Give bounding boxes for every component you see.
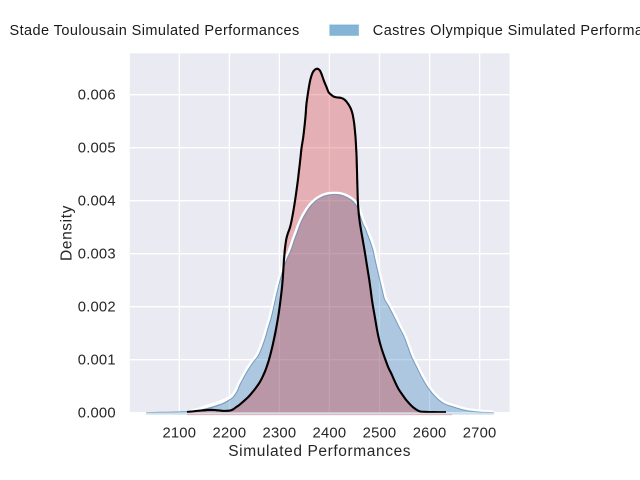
svg-text:0.002: 0.002 — [78, 300, 116, 316]
svg-text:Density: Density — [59, 205, 76, 261]
svg-text:Castres Olympique Simulated Pe: Castres Olympique Simulated Performances — [373, 23, 640, 39]
svg-text:2500: 2500 — [363, 426, 397, 442]
svg-text:0.000: 0.000 — [78, 406, 116, 422]
svg-text:Stade Toulousain Simulated Per: Stade Toulousain Simulated Performances — [10, 23, 300, 39]
svg-text:2200: 2200 — [213, 426, 247, 442]
svg-text:0.001: 0.001 — [78, 353, 116, 369]
svg-text:2100: 2100 — [162, 426, 196, 442]
svg-text:0.004: 0.004 — [78, 194, 116, 210]
svg-text:2700: 2700 — [463, 426, 497, 442]
svg-text:0.006: 0.006 — [78, 88, 116, 104]
svg-text:2400: 2400 — [313, 426, 347, 442]
svg-text:0.005: 0.005 — [78, 141, 116, 157]
svg-text:Simulated Performances: Simulated Performances — [228, 443, 411, 460]
svg-text:0.003: 0.003 — [78, 247, 116, 263]
svg-text:2300: 2300 — [263, 426, 297, 442]
svg-text:2600: 2600 — [413, 426, 447, 442]
